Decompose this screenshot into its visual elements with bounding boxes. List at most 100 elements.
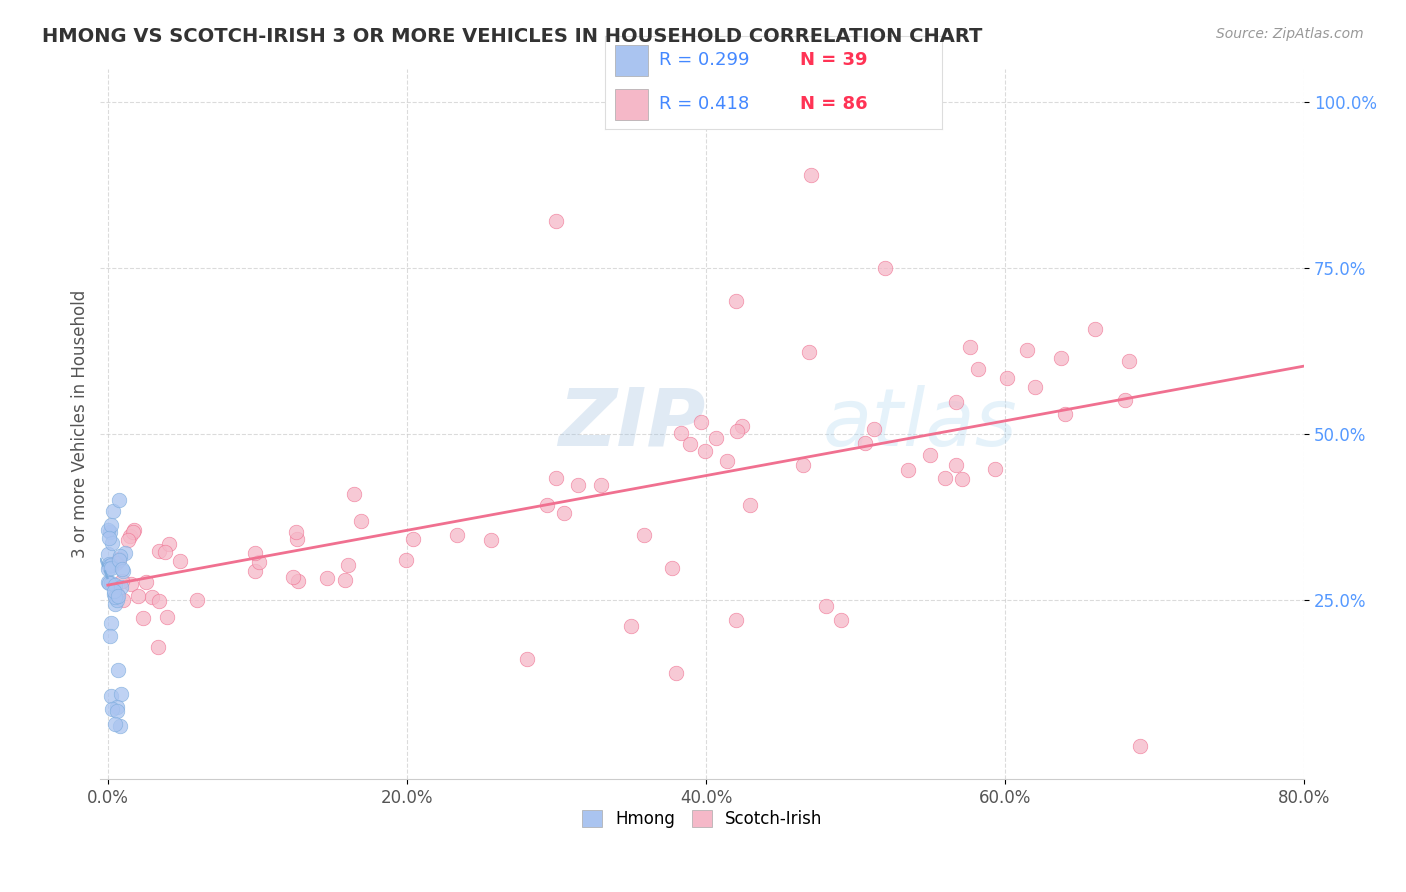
Point xyxy=(620,619,643,633)
Point xyxy=(661,560,683,574)
Point xyxy=(665,665,688,680)
Point xyxy=(724,293,747,308)
Point xyxy=(546,471,568,485)
Point xyxy=(169,554,191,568)
Point xyxy=(103,586,125,600)
Point xyxy=(107,493,129,508)
Point xyxy=(333,573,356,587)
Point xyxy=(738,498,761,512)
Point xyxy=(797,345,820,359)
Point xyxy=(1053,407,1076,421)
Point xyxy=(243,564,266,578)
Point xyxy=(731,419,754,434)
Point xyxy=(1024,380,1046,394)
Point xyxy=(120,529,142,543)
Point xyxy=(101,504,124,518)
Point xyxy=(959,340,981,354)
Text: R = 0.418: R = 0.418 xyxy=(658,95,749,113)
Text: R = 0.299: R = 0.299 xyxy=(658,51,749,69)
Point xyxy=(104,590,127,604)
Point xyxy=(127,589,149,603)
Point xyxy=(98,576,121,591)
Point xyxy=(536,499,558,513)
Point xyxy=(111,564,134,578)
Point xyxy=(349,514,371,528)
Point xyxy=(995,371,1018,385)
Point xyxy=(100,561,122,575)
Point xyxy=(146,640,169,654)
Point xyxy=(104,556,127,570)
Point xyxy=(153,545,176,559)
Point xyxy=(105,704,128,718)
Point xyxy=(875,260,897,275)
Point xyxy=(132,611,155,625)
Point xyxy=(725,424,748,438)
Point xyxy=(156,610,179,624)
Point xyxy=(98,557,121,571)
Point xyxy=(117,533,139,547)
Point xyxy=(108,549,131,563)
Point xyxy=(1084,322,1107,336)
Point xyxy=(1129,739,1152,753)
Point xyxy=(945,394,967,409)
Text: ZIP: ZIP xyxy=(558,384,706,463)
Point xyxy=(716,453,738,467)
Point xyxy=(243,546,266,560)
Point xyxy=(633,528,655,542)
Point xyxy=(100,689,122,703)
Point xyxy=(97,547,120,561)
Point xyxy=(516,652,538,666)
Point xyxy=(287,574,309,588)
Point xyxy=(103,584,125,599)
Point xyxy=(553,507,575,521)
Point xyxy=(546,214,568,228)
Point xyxy=(100,517,122,532)
Point xyxy=(945,458,967,473)
Point xyxy=(337,558,360,572)
Point xyxy=(281,570,304,584)
Point xyxy=(108,719,131,733)
Point xyxy=(148,544,170,558)
Point xyxy=(148,594,170,608)
Point xyxy=(186,592,208,607)
Point xyxy=(984,462,1007,476)
Point xyxy=(693,443,716,458)
FancyBboxPatch shape xyxy=(614,89,648,120)
Point xyxy=(343,486,366,500)
Point xyxy=(285,532,308,546)
Point xyxy=(105,592,128,607)
Point xyxy=(101,535,124,549)
Point xyxy=(689,415,711,429)
Point xyxy=(97,574,120,589)
Point xyxy=(792,458,814,472)
Point xyxy=(121,524,143,539)
Point xyxy=(110,581,132,595)
Point xyxy=(830,613,852,627)
Point xyxy=(97,523,120,537)
Point xyxy=(679,436,702,450)
Point xyxy=(1050,351,1073,365)
Point xyxy=(863,422,886,436)
Point xyxy=(114,546,136,560)
Point xyxy=(104,597,127,611)
Point xyxy=(98,531,121,545)
Text: atlas: atlas xyxy=(823,384,1018,463)
FancyBboxPatch shape xyxy=(614,45,648,76)
Point xyxy=(98,629,121,643)
Point xyxy=(1114,393,1136,408)
Point xyxy=(950,472,973,486)
Point xyxy=(104,716,127,731)
Point xyxy=(107,589,129,603)
Text: N = 86: N = 86 xyxy=(800,95,868,113)
Point xyxy=(141,590,163,604)
Point xyxy=(1017,343,1039,358)
Point xyxy=(111,562,134,576)
Point xyxy=(107,552,129,566)
Point xyxy=(479,533,502,547)
Point xyxy=(589,478,612,492)
Legend: Hmong, Scotch-Irish: Hmong, Scotch-Irish xyxy=(575,803,830,835)
Point xyxy=(853,435,876,450)
Point xyxy=(966,361,988,376)
Point xyxy=(110,687,132,701)
Point xyxy=(104,577,127,591)
